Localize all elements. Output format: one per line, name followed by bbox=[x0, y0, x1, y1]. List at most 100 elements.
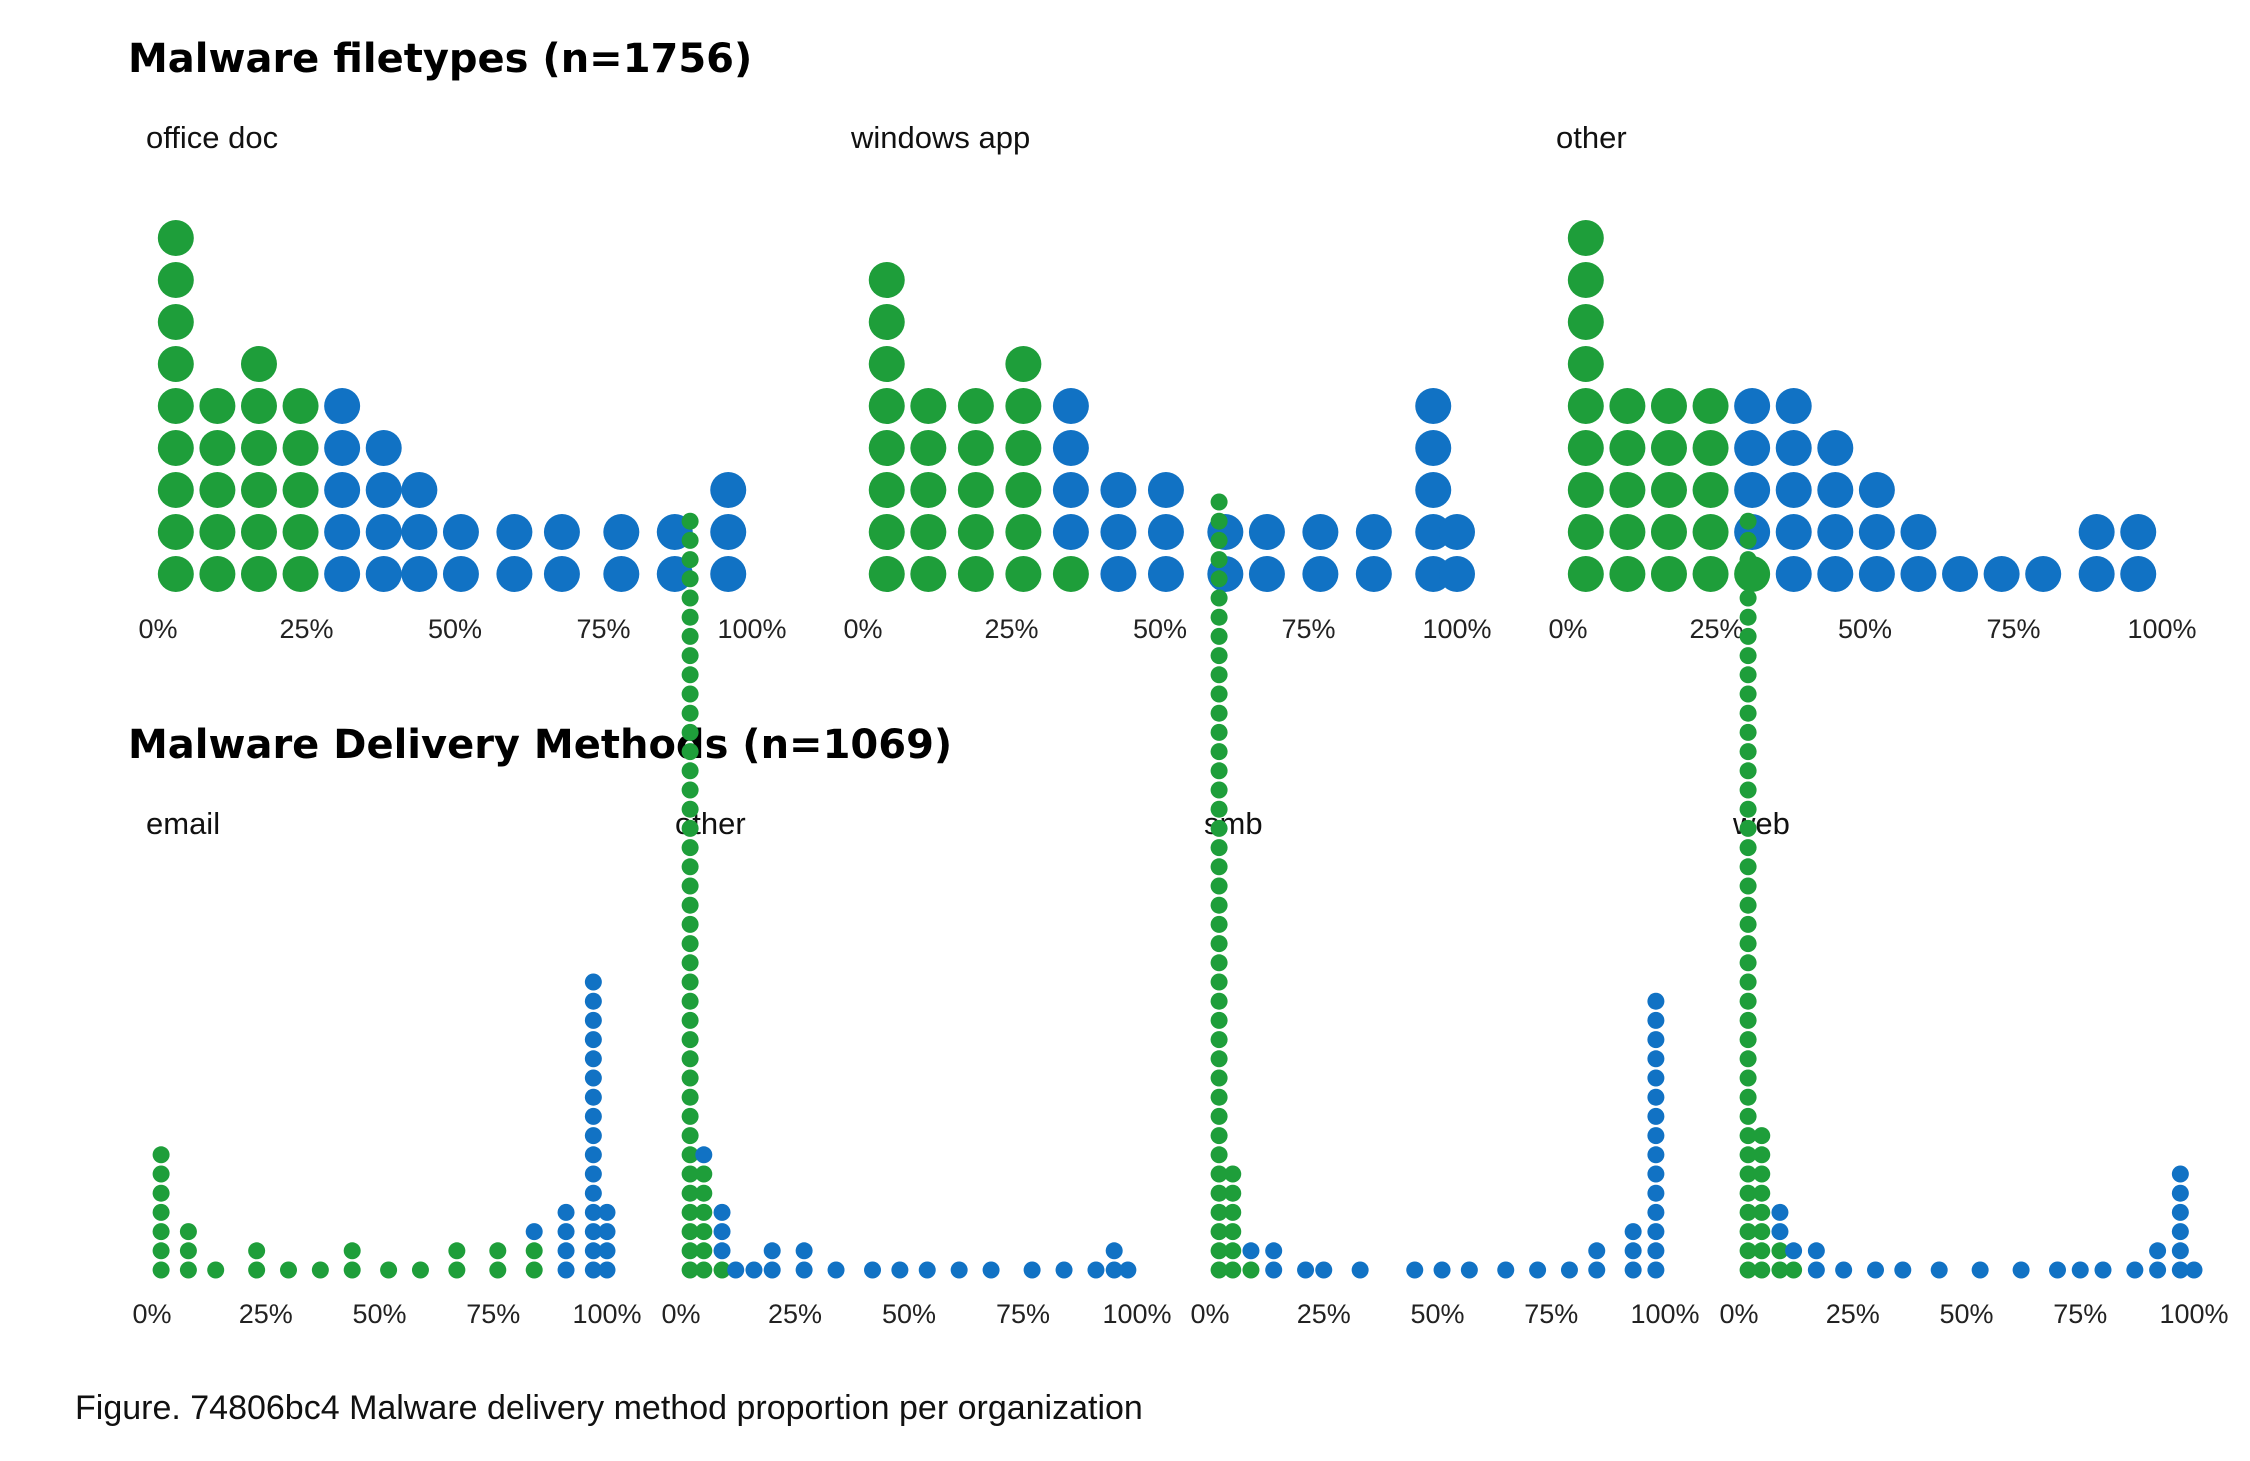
dot-other bbox=[864, 1261, 882, 1279]
tick-label-web: 100% bbox=[2159, 1299, 2228, 1329]
dot-smb bbox=[1210, 743, 1228, 761]
dot-web bbox=[1739, 1011, 1757, 1029]
dot-email bbox=[152, 1146, 170, 1164]
dot-office-doc bbox=[603, 514, 640, 550]
dot-other bbox=[1609, 430, 1646, 466]
dot-smb bbox=[1242, 1242, 1260, 1260]
dot-other bbox=[681, 1050, 699, 1068]
tick-label-windows-app: 50% bbox=[1133, 614, 1187, 644]
tick-label-other: 0% bbox=[661, 1299, 700, 1329]
dot-other bbox=[681, 800, 699, 818]
dot-web bbox=[1739, 608, 1757, 626]
dot-office-doc bbox=[157, 262, 194, 298]
dot-other bbox=[1567, 514, 1604, 550]
dot-windows-app bbox=[1415, 430, 1452, 466]
dot-other bbox=[982, 1261, 1000, 1279]
dot-email bbox=[152, 1223, 170, 1241]
dot-other bbox=[1650, 514, 1687, 550]
dot-office-doc bbox=[496, 556, 533, 592]
dot-other bbox=[695, 1165, 713, 1183]
dot-office-doc bbox=[324, 556, 361, 592]
dot-other bbox=[695, 1261, 713, 1279]
dot-office-doc bbox=[157, 220, 194, 256]
dot-windows-app bbox=[1052, 472, 1089, 508]
dot-email bbox=[598, 1261, 616, 1279]
dot-windows-app bbox=[957, 472, 994, 508]
dot-smb bbox=[1224, 1165, 1242, 1183]
dot-smb bbox=[1210, 723, 1228, 741]
dot-email bbox=[248, 1242, 266, 1260]
dot-office-doc bbox=[199, 472, 236, 508]
tick-label-web: 25% bbox=[1826, 1299, 1880, 1329]
dot-web bbox=[1739, 589, 1757, 607]
dot-web bbox=[2149, 1242, 2167, 1260]
dot-smb bbox=[1210, 1011, 1228, 1029]
dot-smb bbox=[1210, 762, 1228, 780]
dot-other bbox=[695, 1146, 713, 1164]
tick-label-smb: 100% bbox=[1630, 1299, 1699, 1329]
dot-smb bbox=[1210, 1184, 1228, 1202]
dot-web bbox=[1753, 1146, 1771, 1164]
dot-office-doc bbox=[240, 346, 277, 382]
dot-web bbox=[1753, 1223, 1771, 1241]
dot-web bbox=[1739, 531, 1757, 549]
tick-label-other: 25% bbox=[1689, 614, 1743, 644]
dot-other bbox=[1858, 556, 1895, 592]
dot-other bbox=[1567, 430, 1604, 466]
dot-smb bbox=[1210, 954, 1228, 972]
dot-office-doc bbox=[543, 514, 580, 550]
dot-other bbox=[727, 1261, 745, 1279]
dot-email bbox=[584, 1242, 602, 1260]
dot-other bbox=[1609, 472, 1646, 508]
dot-web bbox=[1739, 551, 1757, 569]
dot-other bbox=[1692, 430, 1729, 466]
dot-other bbox=[681, 1184, 699, 1202]
dot-email bbox=[152, 1165, 170, 1183]
dot-email bbox=[179, 1223, 197, 1241]
tick-label-office-doc: 0% bbox=[138, 614, 177, 644]
dot-smb bbox=[1529, 1261, 1547, 1279]
dot-windows-app bbox=[910, 556, 947, 592]
tick-label-other: 25% bbox=[768, 1299, 822, 1329]
dot-smb bbox=[1210, 1031, 1228, 1049]
dot-web bbox=[2171, 1165, 2189, 1183]
dot-email bbox=[584, 1069, 602, 1087]
tick-label-windows-app: 100% bbox=[1422, 614, 1491, 644]
dot-smb bbox=[1210, 1223, 1228, 1241]
dot-other bbox=[681, 858, 699, 876]
dot-web bbox=[1739, 896, 1757, 914]
dot-email bbox=[584, 1146, 602, 1164]
dot-web bbox=[1739, 647, 1757, 665]
dot-office-doc bbox=[282, 556, 319, 592]
dot-other bbox=[1023, 1261, 1041, 1279]
dot-web bbox=[1785, 1261, 1803, 1279]
dot-smb bbox=[1265, 1242, 1283, 1260]
dot-other bbox=[2120, 514, 2157, 550]
dot-web bbox=[2149, 1261, 2167, 1279]
dot-other bbox=[695, 1223, 713, 1241]
dot-office-doc bbox=[282, 514, 319, 550]
dot-other bbox=[681, 531, 699, 549]
dot-other bbox=[1055, 1261, 1073, 1279]
dot-office-doc bbox=[157, 430, 194, 466]
dot-other bbox=[1105, 1261, 1123, 1279]
dot-web bbox=[1739, 1069, 1757, 1087]
dot-smb bbox=[1624, 1261, 1642, 1279]
dot-web bbox=[1739, 973, 1757, 991]
dot-other bbox=[827, 1261, 845, 1279]
dot-other bbox=[681, 992, 699, 1010]
dot-web bbox=[1739, 666, 1757, 684]
dot-other bbox=[795, 1261, 813, 1279]
dot-windows-app bbox=[910, 472, 947, 508]
dot-office-doc bbox=[282, 388, 319, 424]
dot-web bbox=[1771, 1242, 1789, 1260]
tick-label-office-doc: 50% bbox=[428, 614, 482, 644]
dot-other bbox=[681, 1203, 699, 1221]
dot-other bbox=[681, 819, 699, 837]
dot-office-doc bbox=[365, 430, 402, 466]
dot-email bbox=[448, 1261, 466, 1279]
dot-windows-app bbox=[1147, 556, 1184, 592]
dot-office-doc bbox=[240, 514, 277, 550]
tick-label-other: 50% bbox=[1838, 614, 1892, 644]
dot-web bbox=[2049, 1261, 2066, 1279]
